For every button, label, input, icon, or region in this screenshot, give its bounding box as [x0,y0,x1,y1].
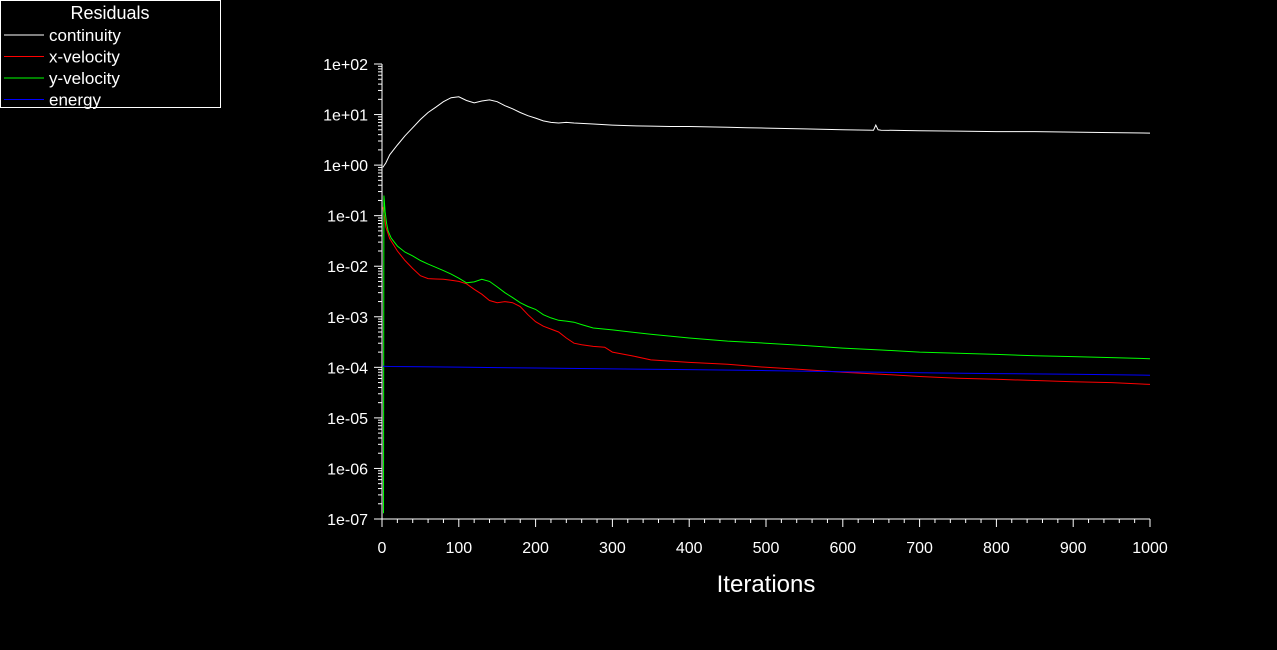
legend-items: continuity x-velocity y-velocity energy [4,26,121,110]
series-line-continuity [382,96,1151,168]
y-tick-label: 1e-05 [327,411,368,428]
plot-lines [382,96,1151,514]
x-axis-ticks: 0 100 200 300 400 500 600 700 800 900 1000 [378,519,1168,557]
x-tick-label: 800 [983,540,1010,557]
y-tick-label: 1e-01 [327,209,368,226]
legend-label-energy: energy [49,91,101,110]
x-tick-label: 600 [829,540,856,557]
x-tick-label: 300 [599,540,626,557]
series-line-x-velocity [382,206,1151,385]
legend-label-y-velocity: y-velocity [49,69,120,88]
y-tick-label: 1e-03 [327,310,368,327]
y-tick-label: 1e-06 [327,461,368,478]
legend: Residuals continuity x-velocity y-velocity… [0,0,221,110]
y-tick-label: 1e-07 [327,512,368,529]
legend-box [0,0,221,108]
series-line-y-velocity [383,195,1151,514]
x-tick-label: 0 [378,540,387,557]
y-tick-label: 1e+01 [323,108,368,125]
y-tick-label: 1e+02 [323,57,368,74]
legend-title: Residuals [70,3,149,23]
x-tick-label: 500 [753,540,780,557]
x-tick-label: 700 [906,540,933,557]
series-line-energy [382,365,1151,376]
y-tick-label: 1e-02 [327,259,368,276]
y-tick-label: 1e+00 [323,158,368,175]
y-axis-ticks: 1e-07 1e-06 1e-05 1e-04 1e-03 1e-02 1e-01 1e+00… [323,57,382,529]
y-tick-label: 1e-04 [327,360,368,377]
x-tick-label: 200 [522,540,549,557]
x-tick-label: 400 [676,540,703,557]
x-tick-label: 900 [1060,540,1087,557]
x-tick-label: 100 [445,540,472,557]
legend-label-continuity: continuity [49,26,121,45]
legend-label-x-velocity: x-velocity [49,48,120,67]
x-axis-title: Iterations [717,571,816,598]
x-tick-label: 1000 [1132,540,1168,557]
